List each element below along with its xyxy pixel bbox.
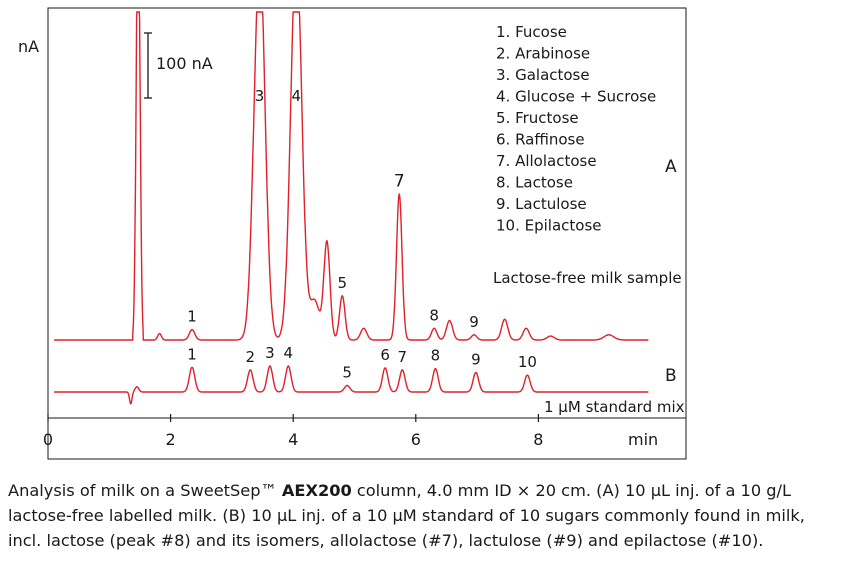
legend-item: 4. Glucose + Sucrose (496, 88, 656, 106)
trace-b-label: 1 µM standard mix (544, 398, 685, 416)
peak-label: 6 (380, 346, 390, 364)
peak-label: 1 (187, 308, 197, 326)
chromatogram-chart: nA min 100 nA 1. Fucose 2. Arabinose 3. … (18, 7, 687, 460)
peak-label: 1 (187, 345, 197, 363)
figure-caption: Analysis of milk on a SweetSep™ AEX200 c… (8, 478, 838, 553)
legend-item: 10. Epilactose (496, 217, 602, 235)
x-axis-label: min (628, 430, 658, 449)
peak-label: 5 (342, 364, 352, 382)
legend-item: 5. Fructose (496, 109, 579, 127)
peak-label: 8 (431, 347, 441, 365)
trace-b-name: B (665, 366, 677, 386)
peak-label: 3 (255, 87, 265, 105)
legend-item: 7. Allolactose (496, 152, 597, 170)
peak-label: 4 (291, 87, 301, 105)
caption-text-1: Analysis of milk on a SweetSep™ (8, 481, 282, 500)
trace-a-name: A (665, 157, 677, 177)
y-axis-label: nA (18, 37, 39, 56)
peak-label: 5 (337, 274, 347, 292)
peak-label: 4 (284, 344, 294, 362)
legend-item: 2. Arabinose (496, 45, 590, 63)
peak-label: 3 (265, 344, 275, 362)
scale-bar-label: 100 nA (156, 54, 213, 73)
x-tick-label: 4 (288, 430, 298, 449)
caption-text-2: column, 4.0 mm ID × 20 cm. (A) 10 µL inj… (8, 481, 805, 550)
peak-label: 8 (429, 306, 439, 324)
legend-item: 1. Fucose (496, 23, 567, 41)
plot-frame (47, 7, 687, 460)
peak-label: 7 (394, 171, 405, 191)
trace-a (54, 11, 649, 341)
peak-label: 7 (398, 348, 408, 366)
x-tick-label: 0 (43, 430, 53, 449)
x-tick-label: 6 (411, 430, 421, 449)
peak-label: 10 (518, 353, 537, 371)
peak-legend: 1. Fucose 2. Arabinose 3. Galactose 4. G… (496, 23, 656, 235)
caption-column-name: AEX200 (281, 481, 352, 500)
chromatogram-svg: nA min 100 nA 1. Fucose 2. Arabinose 3. … (18, 7, 687, 460)
peak-label: 9 (471, 351, 481, 369)
peak-label: 2 (246, 348, 256, 366)
x-tick-label: 2 (166, 430, 176, 449)
peak-label: 9 (469, 313, 479, 331)
legend-item: 6. Raffinose (496, 131, 585, 149)
legend-item: 3. Galactose (496, 66, 590, 84)
trace-a-label: Lactose-free milk sample (493, 269, 682, 287)
x-tick-label: 8 (533, 430, 543, 449)
legend-item: 9. Lactulose (496, 195, 587, 213)
scale-bar: 100 nA (144, 32, 213, 99)
trace-b (54, 365, 649, 405)
legend-item: 8. Lactose (496, 174, 573, 192)
